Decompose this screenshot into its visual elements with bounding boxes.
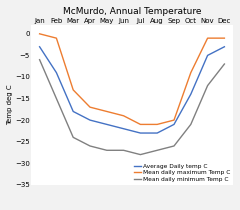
Mean daily maximum Temp C (55, 37, 58, 39)
Average Daily temp C (206, 54, 209, 57)
Average Daily temp C (139, 132, 142, 134)
Line: Average Daily temp C: Average Daily temp C (40, 47, 224, 133)
Mean daily minimum Temp C (105, 149, 108, 152)
Mean daily maximum Temp C (72, 89, 75, 91)
Mean daily maximum Temp C (223, 37, 226, 39)
Average Daily temp C (223, 46, 226, 48)
Line: Mean daily minimum Temp C: Mean daily minimum Temp C (40, 60, 224, 155)
Mean daily minimum Temp C (122, 149, 125, 152)
Mean daily maximum Temp C (139, 123, 142, 126)
Mean daily minimum Temp C (206, 84, 209, 87)
Mean daily maximum Temp C (206, 37, 209, 39)
Mean daily maximum Temp C (38, 33, 41, 35)
Mean daily minimum Temp C (89, 145, 91, 147)
Average Daily temp C (189, 93, 192, 96)
Mean daily minimum Temp C (72, 136, 75, 139)
Average Daily temp C (72, 110, 75, 113)
Line: Mean daily maximum Temp C: Mean daily maximum Temp C (40, 34, 224, 124)
Mean daily minimum Temp C (173, 145, 175, 147)
Mean daily minimum Temp C (38, 58, 41, 61)
Average Daily temp C (89, 119, 91, 121)
Mean daily minimum Temp C (156, 149, 159, 152)
Mean daily minimum Temp C (139, 153, 142, 156)
Mean daily maximum Temp C (122, 114, 125, 117)
Average Daily temp C (105, 123, 108, 126)
Title: McMurdo, Annual Temperature: McMurdo, Annual Temperature (63, 7, 201, 16)
Mean daily maximum Temp C (173, 119, 175, 121)
Legend: Average Daily temp C, Mean daily maximum Temp C, Mean daily minimum Temp C: Average Daily temp C, Mean daily maximum… (134, 164, 230, 182)
Average Daily temp C (55, 71, 58, 74)
Average Daily temp C (156, 132, 159, 134)
Mean daily maximum Temp C (89, 106, 91, 108)
Mean daily maximum Temp C (189, 71, 192, 74)
Mean daily minimum Temp C (55, 97, 58, 100)
Average Daily temp C (38, 46, 41, 48)
Average Daily temp C (173, 123, 175, 126)
Mean daily maximum Temp C (105, 110, 108, 113)
Mean daily minimum Temp C (223, 63, 226, 65)
Average Daily temp C (122, 127, 125, 130)
Mean daily maximum Temp C (156, 123, 159, 126)
Y-axis label: Temp deg C: Temp deg C (7, 85, 13, 125)
Mean daily minimum Temp C (189, 123, 192, 126)
